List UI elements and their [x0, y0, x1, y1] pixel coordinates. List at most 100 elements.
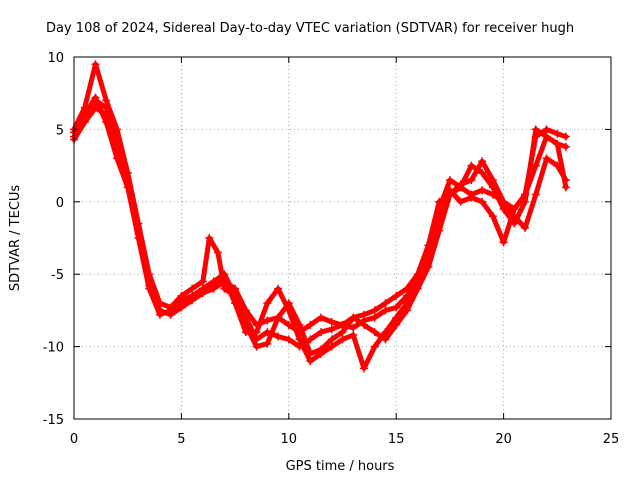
y-tick-label: -10: [43, 341, 64, 356]
data-point: [488, 176, 497, 185]
data-point: [198, 277, 207, 286]
data-point: [317, 328, 326, 337]
data-point: [467, 161, 476, 170]
x-tick-label: 20: [495, 432, 512, 447]
data-point: [370, 342, 379, 351]
data-point: [145, 281, 154, 290]
data-point: [177, 299, 186, 308]
data-point: [112, 125, 121, 134]
data-point: [263, 299, 272, 308]
data-point: [213, 248, 222, 257]
data-point: [381, 328, 390, 337]
data-point: [91, 60, 100, 69]
data-point: [220, 274, 229, 283]
data-point: [456, 197, 465, 206]
data-point: [327, 317, 336, 326]
data-point: [80, 118, 89, 127]
data-point: [359, 320, 368, 329]
data-point: [198, 287, 207, 296]
data-point: [392, 291, 401, 300]
data-point: [349, 313, 358, 322]
data-point: [445, 176, 454, 185]
data-point: [392, 303, 401, 312]
data-point: [478, 197, 487, 206]
chart-title: Day 108 of 2024, Sidereal Day-to-day VTE…: [46, 21, 574, 36]
data-point: [295, 335, 304, 344]
data-series: [70, 60, 570, 373]
x-tick-label: 5: [177, 432, 185, 447]
data-point: [561, 132, 570, 141]
data-point: [561, 142, 570, 151]
data-point: [553, 139, 562, 148]
data-point: [370, 328, 379, 337]
y-axis-label: SDTVAR / TECUs: [8, 185, 23, 292]
data-point: [561, 183, 570, 192]
data-point: [381, 306, 390, 315]
data-point: [467, 176, 476, 185]
y-tick-label: 10: [47, 51, 64, 66]
data-point: [499, 197, 508, 206]
data-point: [349, 331, 358, 340]
data-point: [295, 320, 304, 329]
y-tick-label: -5: [51, 268, 64, 283]
data-point: [91, 93, 100, 102]
data-point: [381, 299, 390, 308]
data-point: [531, 161, 540, 170]
data-point: [102, 96, 111, 105]
x-tick-label: 25: [603, 432, 620, 447]
data-point: [338, 328, 347, 337]
data-point: [112, 139, 121, 148]
series-track-4: [70, 103, 570, 373]
data-point: [478, 157, 487, 166]
data-point: [284, 306, 293, 315]
data-point: [102, 110, 111, 119]
data-point: [542, 154, 551, 163]
data-point: [263, 316, 272, 325]
data-point: [392, 313, 401, 322]
y-tick-label: -15: [43, 413, 64, 428]
x-tick-label: 10: [281, 432, 298, 447]
data-point: [252, 328, 261, 337]
data-point: [531, 190, 540, 199]
data-point: [166, 309, 175, 318]
x-axis-label: GPS time / hours: [286, 459, 395, 474]
data-point: [252, 342, 261, 351]
data-point: [306, 335, 315, 344]
data-point: [370, 306, 379, 315]
data-point: [327, 342, 336, 351]
data-point: [231, 299, 240, 308]
data-point: [478, 168, 487, 177]
y-tick-label: 5: [56, 123, 64, 138]
data-point: [531, 125, 540, 134]
data-point: [317, 313, 326, 322]
data-point: [478, 186, 487, 195]
data-point: [188, 284, 197, 293]
data-point: [338, 335, 347, 344]
data-point: [456, 180, 465, 189]
data-point: [317, 349, 326, 358]
plot-frame: [73, 56, 612, 420]
data-point: [445, 186, 454, 195]
data-point: [284, 320, 293, 329]
data-point: [542, 132, 551, 141]
data-point: [306, 320, 315, 329]
data-point: [209, 281, 218, 290]
data-point: [435, 197, 444, 206]
data-point: [424, 255, 433, 264]
data-point: [274, 332, 283, 341]
data-point: [370, 313, 379, 322]
data-point: [241, 328, 250, 337]
data-point: [467, 193, 476, 202]
data-point: [205, 234, 214, 242]
data-point: [327, 325, 336, 334]
data-point: [542, 125, 551, 134]
data-point: [274, 313, 283, 322]
data-point: [499, 238, 508, 247]
data-point: [327, 335, 336, 344]
axis-ticks: 0 5 10 15 20 25 -15 -10 -5 0 5 10: [43, 51, 620, 447]
data-point: [488, 212, 497, 221]
data-point: [349, 323, 358, 332]
data-point: [91, 103, 100, 112]
y-tick-label: 0: [56, 196, 64, 211]
